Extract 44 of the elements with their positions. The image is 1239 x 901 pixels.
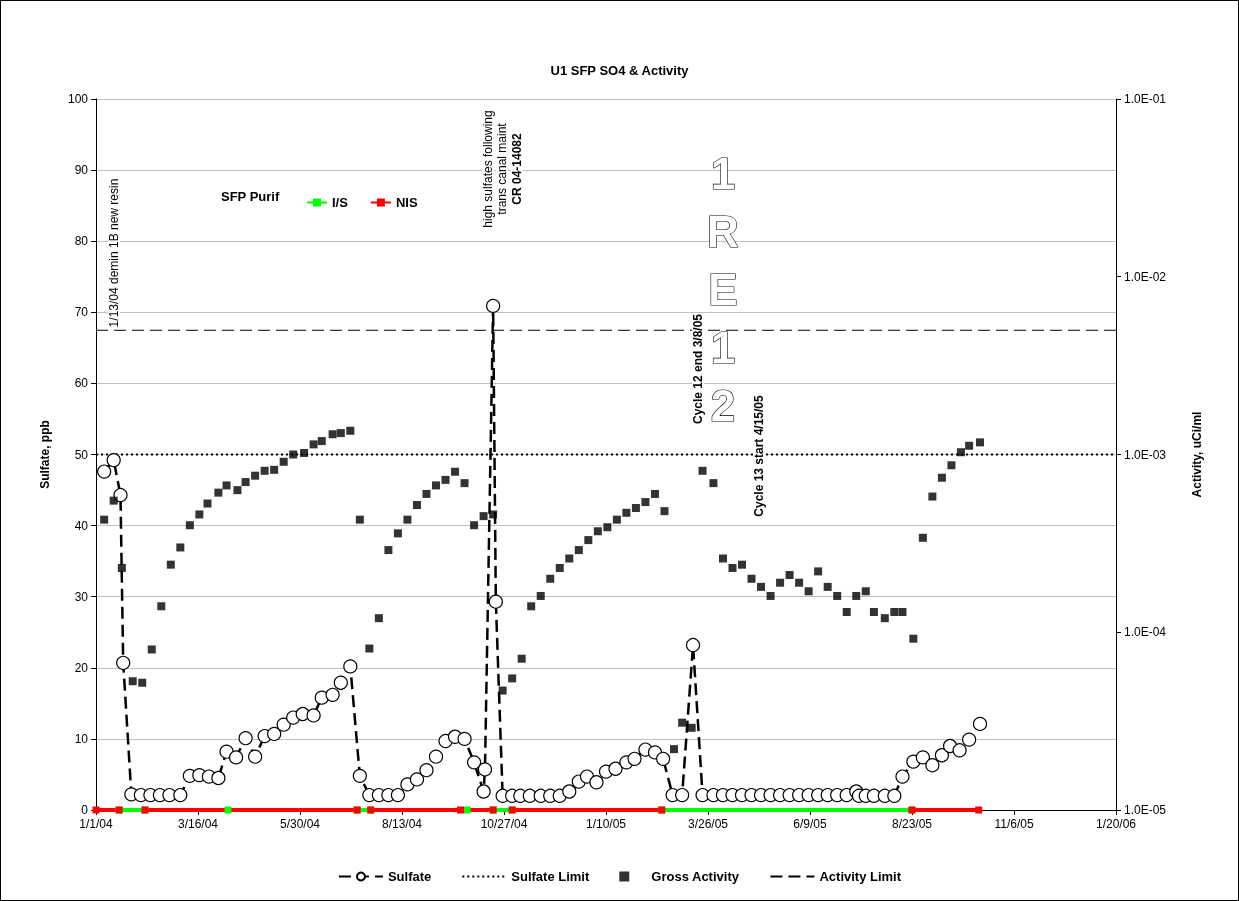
- annotation: trans canal maint: [495, 122, 509, 215]
- y-tick-label: 30: [74, 589, 89, 604]
- x-tick-label: 1/10/05: [585, 817, 627, 831]
- legend-label: I/S: [332, 195, 349, 210]
- annotation: CR 04-14082: [510, 132, 524, 205]
- y2-tick-label: 1.0E-01: [1124, 92, 1167, 106]
- y2-tick-label: 1.0E-02: [1124, 269, 1167, 284]
- y-tick-label: 20: [74, 660, 89, 675]
- x-tick-label: 5/30/04: [279, 817, 321, 831]
- annotation: 1RE12: [707, 148, 739, 430]
- y-tick-label: 10: [74, 731, 89, 746]
- y-tick-label: 0: [81, 803, 89, 817]
- y-tick-label: 100: [67, 92, 89, 106]
- annotation: Cycle 12 end 3/8/05: [691, 313, 705, 425]
- y2-axis-title: Activity, uCi/ml: [1190, 411, 1204, 498]
- y-tick-label: 40: [74, 518, 89, 533]
- legend-label: Activity Limit: [819, 869, 902, 884]
- y-tick-label: 80: [74, 234, 89, 249]
- x-tick-label: 1/20/06: [1095, 817, 1137, 831]
- x-tick-label: 3/16/04: [177, 817, 219, 831]
- y-axis-title: Sulfate, ppb: [38, 420, 52, 489]
- x-tick-label: 8/23/05: [891, 817, 933, 831]
- chart-title: U1 SFP SO4 & Activity: [550, 63, 690, 78]
- legend-label: Sulfate: [387, 869, 432, 884]
- annotation: Cycle 13 start 4/15/05: [752, 394, 766, 517]
- annotation: high sulfates following: [481, 110, 495, 228]
- x-tick-label: 8/13/04: [381, 817, 423, 831]
- x-tick-label: 10/27/04: [480, 817, 528, 831]
- x-tick-label: 6/9/05: [793, 817, 827, 831]
- x-tick-label: 1/1/04: [79, 817, 113, 831]
- y2-tick-label: 1.0E-03: [1124, 447, 1167, 462]
- y-tick-label: 50: [74, 447, 89, 462]
- annotation: 1/13/04 demin 1B new resin: [107, 178, 121, 328]
- y-tick-label: 60: [74, 376, 89, 391]
- legend-label: Gross Activity: [651, 869, 740, 884]
- y-tick-label: 70: [74, 305, 89, 320]
- x-tick-label: 11/6/05: [994, 817, 1034, 831]
- y2-tick-label: 1.0E-04: [1124, 625, 1167, 640]
- legend-label: NIS: [395, 195, 418, 210]
- y-tick-label: 90: [74, 163, 89, 178]
- x-tick-label: 3/26/05: [687, 817, 729, 831]
- y2-tick-label: 1.0E-05: [1124, 803, 1167, 817]
- legend-title: SFP Purif: [221, 189, 280, 204]
- legend-label: Sulfate Limit: [511, 869, 590, 884]
